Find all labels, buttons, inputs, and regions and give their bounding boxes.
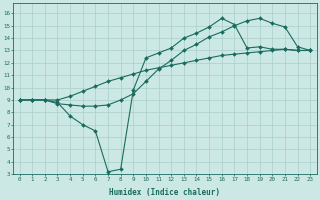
X-axis label: Humidex (Indice chaleur): Humidex (Indice chaleur) (109, 188, 220, 197)
